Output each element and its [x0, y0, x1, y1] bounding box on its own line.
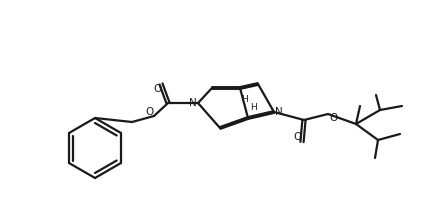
Text: O: O	[145, 107, 153, 117]
Text: O: O	[293, 132, 301, 142]
Text: H: H	[250, 102, 257, 112]
Text: O: O	[153, 84, 161, 94]
Text: N: N	[275, 107, 283, 117]
Text: O: O	[330, 113, 338, 123]
Text: N: N	[189, 98, 197, 108]
Text: H: H	[241, 94, 247, 104]
